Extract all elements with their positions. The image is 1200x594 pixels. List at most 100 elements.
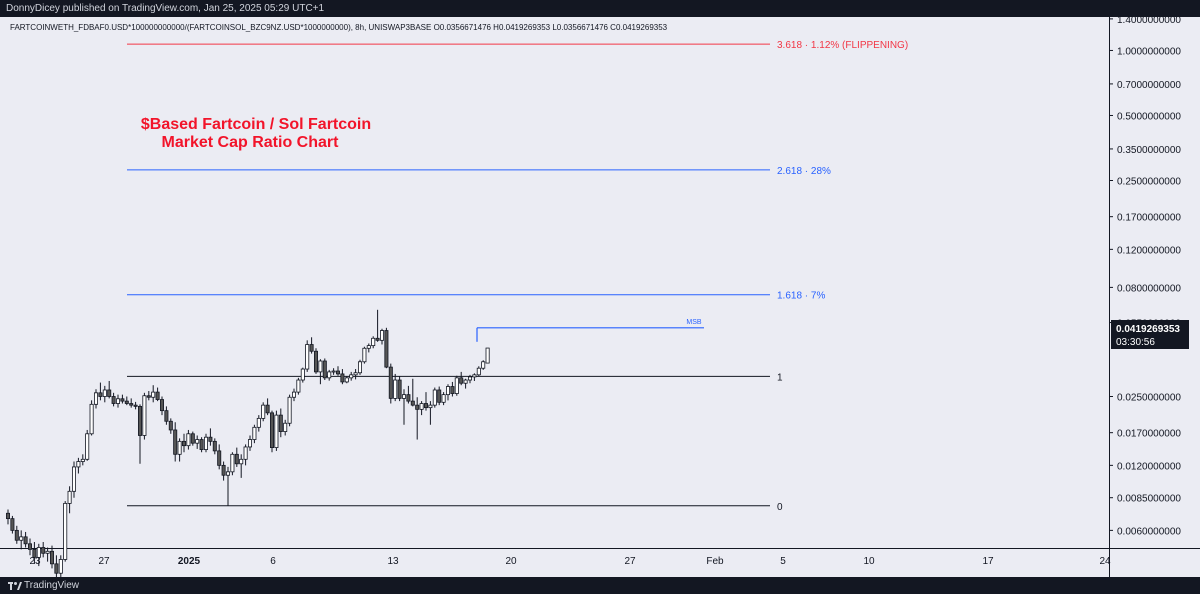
candle [58, 555, 63, 584]
candle-body [6, 512, 11, 520]
candle [291, 388, 296, 402]
time-tick-label: 27 [624, 556, 636, 567]
price-tick-label: 0.0250000000 [1117, 393, 1181, 404]
candle [190, 431, 195, 446]
price-tick-label: 1.0000000000 [1117, 46, 1181, 57]
candle-body [155, 391, 160, 400]
bar-countdown: 03:30:56 [1116, 337, 1155, 348]
candle [247, 435, 252, 451]
chart-area[interactable]: FARTCOINWETH_FDBAF0.USD*100000000000/(FA… [0, 15, 1200, 584]
candle [322, 358, 327, 381]
candle [432, 387, 437, 408]
candle [63, 501, 68, 562]
candle-body [454, 377, 459, 394]
candle [335, 366, 340, 376]
candle [155, 387, 160, 402]
candle-body [410, 400, 415, 406]
candle [23, 531, 28, 548]
candle [19, 530, 24, 550]
candle-body [225, 471, 230, 476]
candle [98, 382, 103, 401]
candle [327, 369, 332, 381]
time-tick-label: 2025 [178, 556, 201, 567]
candle-body [133, 404, 138, 407]
candle-body [371, 337, 376, 347]
candle-body [445, 386, 450, 396]
time-tick-label: 27 [98, 556, 110, 567]
candle [54, 555, 59, 579]
candle [353, 369, 358, 380]
candle-body [181, 440, 186, 447]
candle-body [357, 361, 362, 374]
candle [256, 415, 261, 432]
candle [269, 410, 274, 453]
candle-body [239, 458, 244, 465]
msb-marker: MSB [476, 319, 704, 342]
candle-body [485, 347, 490, 364]
candle-body [300, 368, 305, 381]
candle-body [256, 417, 261, 428]
candle [177, 438, 182, 462]
candle [406, 385, 411, 404]
candle [173, 422, 178, 462]
candle [80, 454, 85, 466]
candle [168, 418, 173, 434]
time-tick-label: 20 [505, 556, 517, 567]
candle-body [203, 436, 208, 450]
candle [472, 373, 477, 381]
candle-body [137, 405, 142, 436]
candle-body [463, 379, 468, 384]
candle-body [305, 344, 310, 370]
time-tick-label: 23 [29, 556, 41, 567]
fib-level-label: 2.618 · 28% [777, 166, 831, 177]
candle-body [459, 377, 464, 384]
candle [349, 371, 354, 381]
candle-body [287, 396, 292, 424]
candle [366, 343, 371, 353]
price-tick-label: 0.3500000000 [1117, 145, 1181, 156]
candle-body [283, 422, 288, 432]
price-tick-label: 0.0120000000 [1117, 461, 1181, 472]
candle-body [261, 404, 266, 419]
candle [89, 400, 94, 436]
candle [85, 429, 90, 461]
candle [375, 309, 380, 342]
candle-body [406, 394, 411, 402]
candle-body [98, 392, 103, 397]
plot-background [0, 17, 1109, 548]
candle-body [212, 440, 217, 452]
candle-body [265, 404, 270, 414]
candle [423, 392, 428, 411]
candle [459, 371, 464, 386]
current-price-label: 0.0419269353 03:30:56 [1111, 320, 1189, 349]
candle-body [23, 536, 28, 545]
candle-body [243, 446, 248, 460]
candle-body [72, 466, 77, 492]
candle [384, 327, 389, 369]
candle-body [384, 330, 389, 368]
candle [261, 402, 266, 422]
candle-body [247, 439, 252, 448]
candle-body [309, 344, 314, 352]
candle [344, 376, 349, 384]
candle [362, 346, 367, 364]
candle-body [14, 529, 19, 541]
candle-body [322, 360, 327, 379]
candle [6, 509, 11, 525]
candle-body [111, 396, 116, 404]
candle-body [173, 429, 178, 455]
candle [357, 359, 362, 375]
candle-body [102, 389, 107, 397]
candle [485, 347, 490, 364]
candle [107, 380, 112, 399]
candle [67, 486, 72, 514]
price-tick-label: 0.0800000000 [1117, 283, 1181, 294]
candle-body [476, 367, 481, 376]
candle [203, 433, 208, 453]
fib-extension-levels[interactable]: 3.618 · 1.12% (FLIPPENING) 2.618 · 28% 1.6… [127, 40, 908, 513]
candlestick-chart[interactable]: FARTCOINWETH_FDBAF0.USD*100000000000/(FA… [0, 15, 1200, 584]
candle-body [50, 550, 55, 565]
candle [481, 360, 486, 370]
candle [234, 447, 239, 467]
candle-body [313, 350, 318, 373]
